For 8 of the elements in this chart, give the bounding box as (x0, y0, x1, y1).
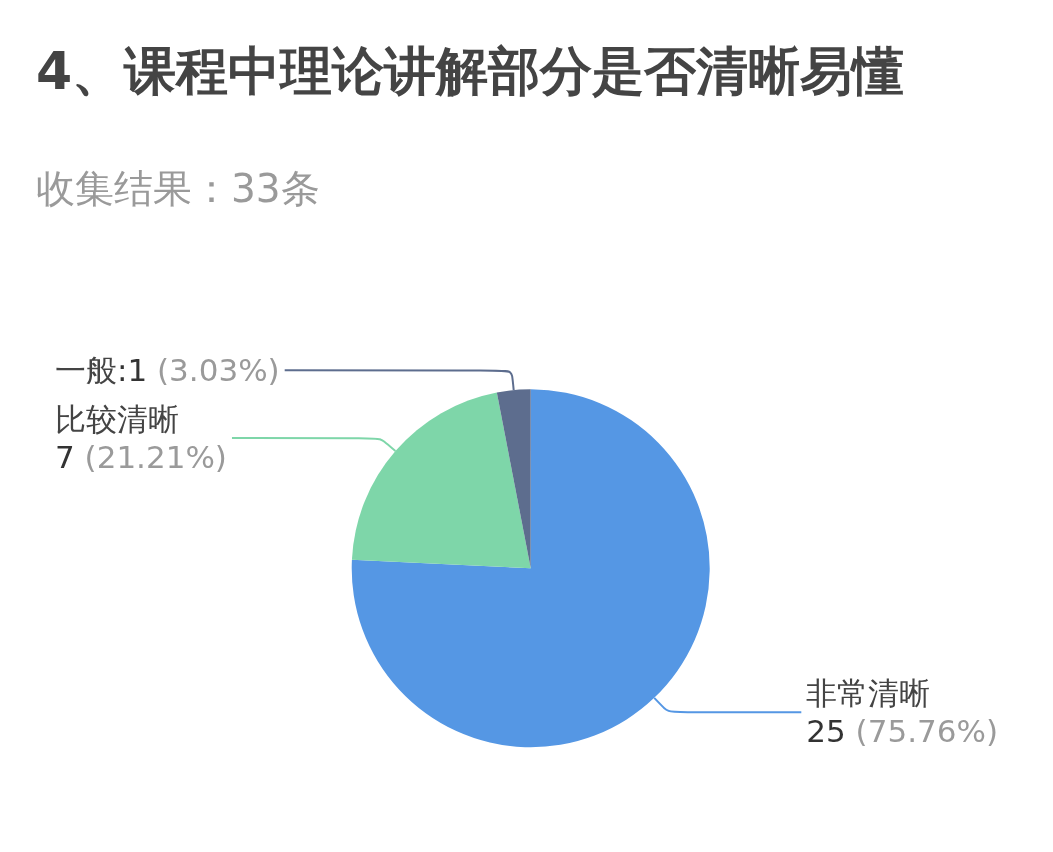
chart-subtitle: 收集结果：33条 (36, 166, 320, 211)
data-label: 7 (21.21%) (55, 438, 227, 475)
chart-title: 4、课程中理论讲解部分是否清晰易懂 (36, 41, 905, 101)
slice-label: 一般 (55, 352, 117, 389)
slice-label: 比较清晰 (55, 400, 179, 437)
slice-label: 非常清晰 (806, 675, 931, 712)
data-label: 25 (75.76%) (806, 713, 998, 750)
data-label: :1 (3.03%) (117, 352, 280, 389)
